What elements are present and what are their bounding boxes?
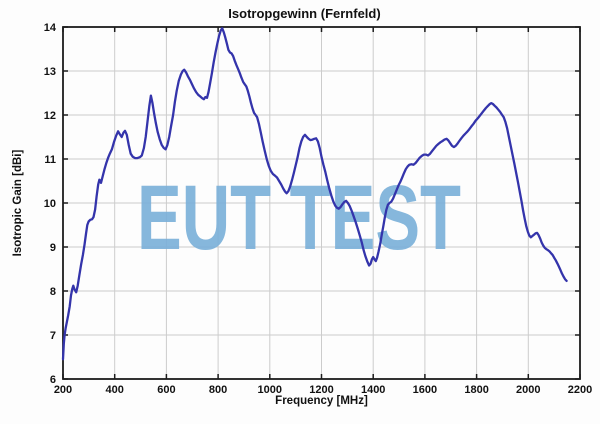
x-axis-label: Frequency [MHz] <box>275 395 368 407</box>
x-tick-label: 1600 <box>413 384 437 396</box>
x-tick-label: 400 <box>106 384 124 396</box>
y-tick-label: 7 <box>50 330 56 342</box>
y-tick-label: 11 <box>44 154 56 166</box>
x-tick-label: 800 <box>209 384 227 396</box>
gain-curve <box>61 27 568 361</box>
y-tick-label: 6 <box>50 374 56 386</box>
x-tick-label: 200 <box>54 384 72 396</box>
x-tick-label: 1400 <box>361 384 385 396</box>
x-tick-label: 2000 <box>516 384 540 396</box>
y-tick-label: 12 <box>44 110 56 122</box>
watermark-text: EUT TEST <box>137 167 461 269</box>
y-tick-label: 13 <box>44 66 56 78</box>
x-tick-label: 2200 <box>568 384 592 396</box>
x-tick-label: 1800 <box>464 384 488 396</box>
y-tick-label: 9 <box>50 242 56 254</box>
x-tick-label: 1000 <box>258 384 282 396</box>
chart-title: Isotropgewinn (Fernfeld) <box>228 6 381 21</box>
y-tick-label: 10 <box>44 198 56 210</box>
y-tick-label: 8 <box>50 286 56 298</box>
x-tick-label: 1200 <box>309 384 333 396</box>
x-tick-label: 600 <box>157 384 175 396</box>
y-tick-label: 14 <box>44 22 57 34</box>
